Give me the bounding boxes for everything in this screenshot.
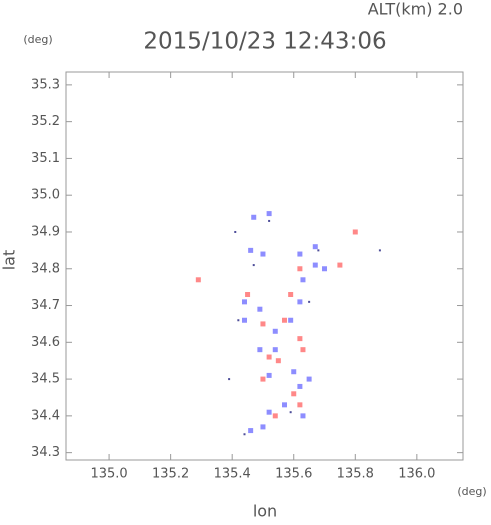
radar-pixel: [300, 347, 306, 353]
radar-pixel: [297, 336, 303, 342]
x-tick-label: 135.0: [90, 467, 127, 482]
x-tick-label: 136.0: [398, 467, 435, 482]
radar-pixel: [195, 277, 201, 283]
radar-pixel: [266, 354, 272, 360]
radar-pixel: [268, 219, 271, 222]
radar-pixel: [291, 369, 297, 375]
radar-pixel: [288, 292, 294, 298]
radar-pixel: [266, 409, 272, 415]
radar-pixel: [245, 292, 251, 298]
y-tick-label: 34.3: [31, 445, 60, 460]
radar-pixel: [306, 376, 312, 382]
x-tick-label: 135.4: [214, 467, 251, 482]
radar-pixel: [272, 413, 278, 419]
y-unit: (deg): [23, 33, 52, 46]
radar-pixel: [308, 300, 311, 303]
x-unit: (deg): [457, 485, 486, 498]
x-tick-label: 135.2: [152, 467, 189, 482]
y-tick-label: 34.9: [31, 224, 60, 239]
y-axis-label: lat: [0, 250, 19, 271]
radar-pixel: [297, 266, 303, 272]
radar-pixel: [297, 402, 303, 408]
radar-pixel: [260, 424, 266, 430]
radar-pixel: [312, 244, 318, 250]
radar-pixel: [248, 247, 254, 253]
radar-pixel: [248, 428, 254, 434]
y-tick-label: 34.4: [31, 408, 60, 423]
x-tick-label: 135.8: [337, 467, 374, 482]
radar-pixel: [266, 372, 272, 378]
radar-pixel: [237, 319, 240, 322]
radar-pixel: [378, 249, 381, 252]
y-tick-label: 34.8: [31, 261, 60, 276]
radar-pixel: [282, 317, 288, 323]
x-tick-label: 135.6: [275, 467, 312, 482]
y-tick-label: 35.1: [31, 151, 60, 166]
radar-pixel: [266, 211, 272, 217]
radar-pixel: [291, 391, 297, 397]
radar-pixel: [289, 411, 292, 414]
altitude-label: ALT(km) 2.0: [368, 0, 463, 19]
radar-pixel: [300, 413, 306, 419]
plot-frame: [65, 71, 464, 461]
radar-pixel: [257, 306, 263, 312]
radar-pixel: [260, 376, 266, 382]
radar-pixel: [252, 264, 255, 267]
x-axis-label: lon: [253, 502, 277, 521]
radar-pixel: [241, 317, 247, 323]
radar-pixel: [297, 383, 303, 389]
radar-pixel: [275, 358, 281, 364]
y-tick-label: 35.0: [31, 188, 60, 203]
radar-pixel: [352, 229, 358, 235]
radar-pixel: [234, 230, 237, 233]
radar-pixel: [317, 249, 320, 252]
radar-pixel: [297, 299, 303, 305]
radar-pixel: [228, 378, 231, 381]
radar-pixel: [251, 214, 257, 220]
y-tick-label: 34.6: [31, 335, 60, 350]
y-tick-label: 34.7: [31, 298, 60, 313]
radar-pixel: [312, 262, 318, 268]
radar-pixel: [257, 347, 263, 353]
radar-pixel: [243, 433, 246, 436]
y-tick-label: 34.5: [31, 372, 60, 387]
radar-pixel: [337, 262, 343, 268]
y-tick-label: 35.3: [31, 77, 60, 92]
radar-pixel: [260, 321, 266, 327]
radar-pixel: [300, 277, 306, 283]
chart-title: 2015/10/23 12:43:06: [143, 29, 386, 55]
radar-pixel: [260, 251, 266, 257]
y-tick-label: 35.2: [31, 114, 60, 129]
radar-pixel: [297, 251, 303, 257]
radar-pixel: [272, 328, 278, 334]
radar-pixel: [282, 402, 288, 408]
radar-pixel: [272, 347, 278, 353]
radar-pixel: [288, 317, 294, 323]
radar-pixel: [241, 299, 247, 305]
radar-pixel: [322, 266, 328, 272]
